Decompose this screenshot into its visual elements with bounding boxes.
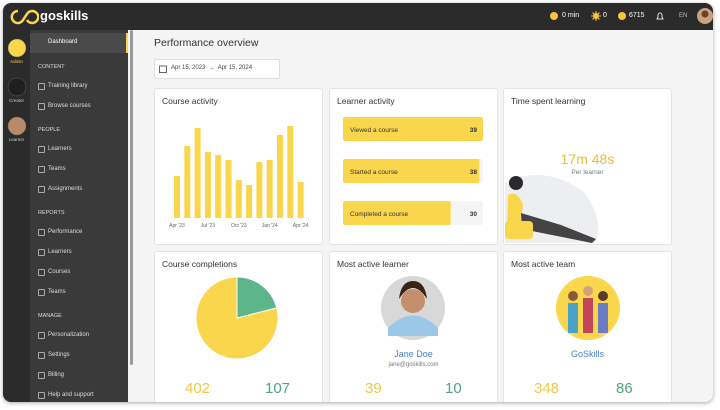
nav-item[interactable]: Learners	[48, 249, 72, 255]
logo-text: goskills	[40, 8, 89, 23]
nav-icon[interactable]	[38, 146, 45, 153]
nav-label[interactable]: Dashboard	[48, 39, 78, 45]
learner-stat: 10	[445, 380, 462, 397]
card-title: Most active learner	[337, 259, 409, 269]
nav-section: REPORTS	[38, 210, 65, 216]
nav-icon[interactable]	[38, 229, 45, 236]
team-stat: 348	[534, 380, 560, 397]
nav-item[interactable]: Settings	[48, 352, 70, 358]
completed-count: 402	[185, 380, 211, 397]
in-progress-count: 107	[265, 380, 291, 397]
card-title: Time spent learning	[511, 96, 586, 106]
time-value: 17m 48s	[560, 151, 615, 167]
nav-item[interactable]: Learners	[48, 146, 72, 152]
learner-activity-card: Learner activity	[329, 88, 498, 245]
role-rail: Admin Creator Learner	[3, 30, 30, 402]
team-name[interactable]: GoSkills	[570, 349, 604, 359]
points[interactable]: 6715	[629, 12, 645, 19]
role-label[interactable]: Admin	[10, 59, 23, 64]
card-title: Learner activity	[337, 96, 395, 106]
role-label[interactable]: Creator	[8, 98, 24, 103]
nav-icon[interactable]	[38, 103, 45, 110]
time-spent: 0 min	[562, 12, 580, 19]
page-title: Performance overview	[154, 37, 259, 49]
nav-section: PEOPLE	[38, 127, 61, 133]
card-title: Course activity	[162, 96, 218, 106]
course-activity-card: Course activity	[154, 88, 323, 245]
role-icon[interactable]	[7, 77, 27, 97]
nav-section: CONTENT	[38, 64, 65, 70]
time-icon	[550, 12, 558, 20]
nav-item[interactable]: Performance	[48, 229, 83, 235]
role-label[interactable]: Learner	[8, 137, 25, 142]
nav-icon[interactable]	[38, 372, 45, 379]
nav-icon[interactable]	[38, 249, 45, 256]
streak: 0	[603, 12, 607, 19]
nav-icon[interactable]	[38, 83, 45, 90]
calendar-icon	[159, 65, 167, 73]
date-picker[interactable]: Apr 15, 2023 → Apr 15, 2024	[154, 59, 280, 79]
most-active-team-card: Most active team GoSkills 348 86	[503, 251, 672, 402]
nav-item[interactable]: Personalization	[48, 332, 90, 338]
learner-stat: 39	[365, 380, 382, 397]
user-avatar[interactable]	[696, 7, 713, 25]
card-title: Most active team	[511, 259, 576, 269]
nav-item-active[interactable]: Dashboard	[30, 33, 128, 53]
nav-section: MANAGE	[38, 313, 62, 319]
nav-icon[interactable]	[38, 352, 45, 359]
course-completions-card: Course completions 402 107	[154, 251, 323, 402]
nav-item[interactable]: Teams	[48, 289, 66, 295]
date-range: Apr 15, 2023 → Apr 15, 2024	[171, 65, 253, 71]
nav-item[interactable]: Training library	[48, 83, 88, 89]
role-icon[interactable]	[7, 38, 27, 58]
team-stat: 86	[616, 380, 633, 397]
time-caption: Per learner	[571, 169, 604, 176]
language[interactable]: EN	[679, 13, 688, 19]
learner-email: jane@goskills.com	[388, 362, 439, 368]
role-icon[interactable]	[7, 116, 27, 136]
nav-icon[interactable]	[38, 186, 45, 193]
app-window: goskills 0 min 0 6715 EN Admin Creator Lea…	[3, 3, 713, 402]
streak-icon	[591, 11, 601, 21]
nav-item[interactable]: Browse courses	[48, 103, 91, 109]
logo-mark	[10, 9, 39, 25]
scrollbar[interactable]	[130, 30, 133, 365]
nav-item[interactable]: Help and support	[48, 392, 94, 398]
time-spent-card: Time spent learning 17m 48s Per learner	[503, 88, 672, 245]
nav-icon[interactable]	[38, 269, 45, 276]
learner-name[interactable]: Jane Doe	[394, 349, 433, 359]
nav-icon[interactable]	[38, 392, 45, 399]
nav-icon[interactable]	[38, 166, 45, 173]
top-bar: goskills 0 min 0 6715 EN	[3, 3, 713, 30]
card-title: Course completions	[162, 259, 238, 269]
nav-item[interactable]: Teams	[48, 166, 66, 172]
points-icon	[618, 12, 626, 20]
nav-icon[interactable]	[38, 332, 45, 339]
bell-icon[interactable]	[655, 11, 665, 21]
nav-item[interactable]: Billing	[48, 372, 65, 378]
sidebar: Dashboard CONTENT Training library Browse c…	[30, 30, 128, 402]
nav-item[interactable]: Courses	[48, 269, 71, 275]
nav-icon[interactable]	[38, 289, 45, 296]
most-active-learner-card: Most active learner Jane Doe jane@goskil…	[329, 251, 498, 402]
nav-item[interactable]: Assignments	[48, 186, 83, 192]
